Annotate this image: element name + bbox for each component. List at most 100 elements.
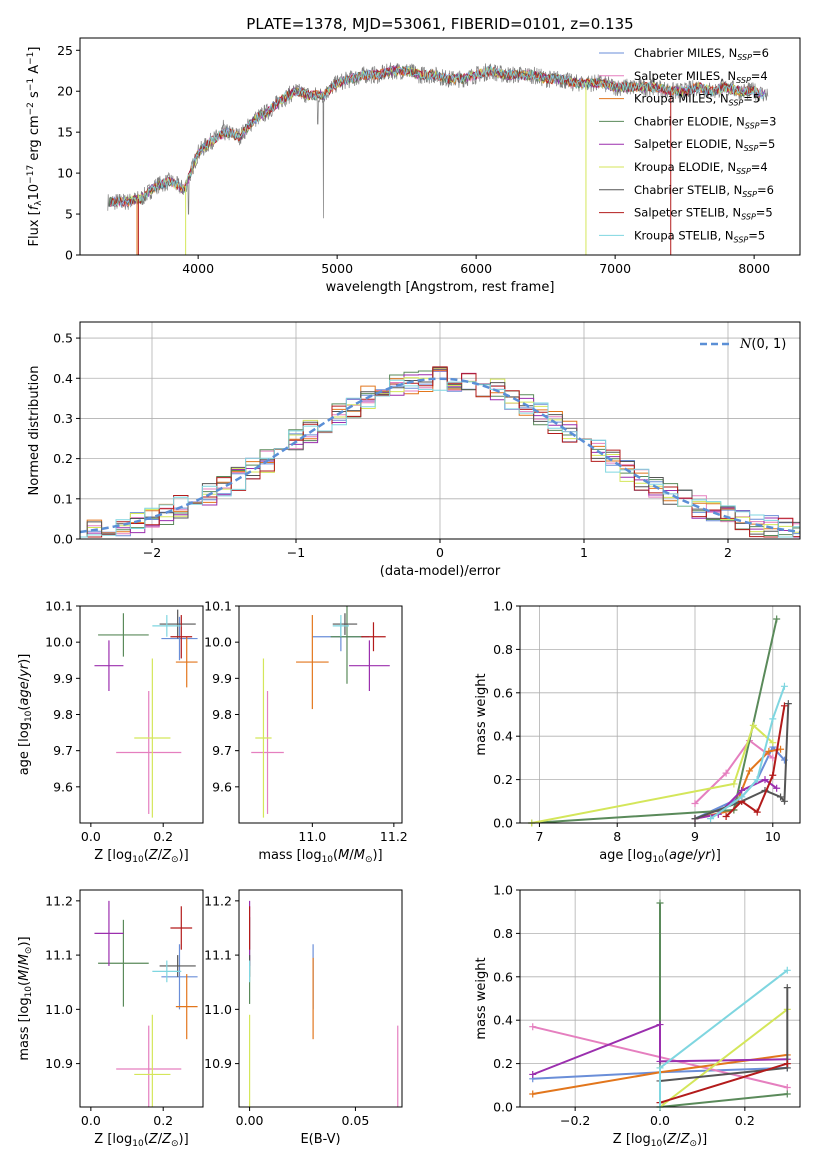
y-tick-label: 9.9 (212, 671, 232, 686)
weight-vs-age-marker (773, 784, 781, 792)
age-vs-Z-axes: 0.0 0.2 9.6 9.7 9.8 9.9 10.0 10.1 (45, 599, 173, 845)
weight-vs-age-marker (738, 786, 746, 794)
y-tick-label: 10.0 (45, 635, 73, 650)
y-tick-label: 9.9 (53, 671, 73, 686)
weight-vs-age-marker (761, 776, 769, 784)
weight-vs-Z-frame (519, 889, 801, 1108)
weight-vs-Z-series-4 (532, 1023, 788, 1076)
weight-vs-age-marker (753, 776, 761, 784)
mass-vs-Z-point-0 (161, 944, 198, 1010)
weight-vs-age-ylabel: mass weight (474, 673, 489, 755)
age-vs-Z-frame (79, 605, 204, 824)
y-tick-label: 11.2 (45, 893, 73, 908)
spectrum-title: PLATE=1378, MJD=53061, FIBERID=0101, z=0… (246, 15, 633, 33)
mass-vs-Z-axes: 0.0 0.2 10.9 11.0 11.1 11.2 (45, 893, 173, 1128)
weight-vs-Z-marker (783, 1090, 791, 1098)
model-line-7 (110, 65, 760, 208)
weight-vs-Z-marker (656, 1057, 664, 1065)
y-tick-label: 11.2 (204, 893, 232, 908)
age-vs-Z-point-4 (94, 640, 124, 691)
age-vs-Z-ylabel: age [log10(age/yr)] (17, 654, 34, 776)
y-tick-label: 0.2 (493, 1056, 513, 1071)
legend-entry: Chabrier MILES, NSSP=6 (634, 46, 769, 62)
weight-vs-age-marker (765, 747, 773, 755)
model-line-8 (111, 65, 765, 208)
y-tick-label: 9.7 (53, 743, 73, 758)
age-vs-Z-point-6 (159, 609, 196, 639)
y-tick-label: 0.1 (53, 491, 73, 506)
x-tick-label: −0.2 (560, 1113, 590, 1128)
weight-vs-age-marker (749, 721, 757, 729)
mass-vs-Z-point-7 (170, 906, 193, 950)
weight-vs-Z-marker (783, 966, 791, 974)
legend-entry: Kroupa MILES, NSSP=5 (634, 92, 760, 108)
weight-vs-age-marker (780, 702, 788, 710)
x-tick-label: 8 (613, 829, 621, 844)
legend-entry: Kroupa STELIB, NSSP=5 (634, 228, 765, 244)
y-tick-label: 10.0 (204, 635, 232, 650)
age-vs-Z-point-7 (170, 615, 193, 659)
y-tick-label: 9.7 (212, 743, 232, 758)
weight-vs-Z-marker (529, 1070, 537, 1078)
y-tick-label: 0.2 (493, 772, 513, 787)
weight-vs-Z-marker (656, 1064, 664, 1072)
x-tick-label: 0 (436, 545, 444, 560)
age-vs-Z-point-5 (134, 658, 171, 818)
x-tick-label: −1 (287, 545, 305, 560)
x-tick-label: 7 (535, 829, 543, 844)
x-tick-label: 0.2 (735, 1113, 755, 1128)
y-tick-label: 15 (57, 125, 73, 140)
weight-vs-Z-series-6 (659, 987, 789, 1082)
y-tick-label: 5 (65, 207, 73, 222)
age-vs-Z-point-1 (116, 690, 182, 814)
residual-histogram-8 (80, 379, 800, 538)
age-vs-mass-point-7 (361, 622, 386, 652)
x-tick-label: 0.05 (342, 1113, 370, 1128)
y-tick-label: 0.3 (53, 411, 73, 426)
weight-vs-Z-series-3 (659, 903, 788, 1107)
x-tick-label: 0.00 (236, 1113, 264, 1128)
y-tick-label: 9.8 (53, 707, 73, 722)
weight-vs-Z-series-7 (659, 1062, 788, 1104)
weight-vs-age-marker (777, 793, 785, 801)
legend-entry: Chabrier STELIB, NSSP=6 (634, 183, 774, 199)
weight-vs-Z-series-8 (659, 969, 788, 1107)
x-tick-label: −2 (143, 545, 161, 560)
weight-vs-age-marker (780, 682, 788, 690)
x-tick-label: 11.0 (298, 829, 326, 844)
x-tick-label: 6000 (460, 261, 492, 276)
x-tick-label: 0.2 (153, 1113, 173, 1128)
legend-entry: N(0, 1) (739, 337, 786, 352)
weight-vs-age-marker (745, 767, 753, 775)
age-vs-Z-xlabel: Z [log10(Z/Z⊙)] (94, 848, 188, 865)
spectrum-ylabel: Flux [fλ10−17 erg cm−2 s−1 A−1] (26, 47, 44, 247)
x-tick-label: 10 (765, 829, 781, 844)
y-tick-label: 9.6 (212, 779, 232, 794)
y-tick-label: 10.1 (45, 599, 73, 614)
weight-vs-age-marker (707, 815, 715, 823)
y-tick-label: 11.1 (45, 948, 73, 963)
y-tick-label: 10.9 (204, 1056, 232, 1071)
weight-vs-age-marker (784, 700, 792, 708)
weight-vs-age-marker (691, 815, 699, 823)
legend-entry: Chabrier ELODIE, NSSP=3 (634, 114, 776, 130)
y-tick-label: 0.8 (493, 642, 513, 657)
spectrum-legend: Chabrier MILES, NSSP=6 Salpeter MILES, NS… (599, 46, 776, 244)
x-tick-label: 0.0 (650, 1113, 670, 1128)
weight-vs-age-marker (730, 780, 738, 788)
age-vs-mass-point-3 (330, 606, 364, 684)
model-line-5 (111, 66, 763, 208)
weight-vs-age-marker (769, 739, 777, 747)
weight-vs-age-marker (738, 793, 746, 801)
x-tick-label: 0.2 (153, 829, 173, 844)
x-tick-label: 5000 (321, 261, 353, 276)
residuals-xlabel: (data-model)/error (380, 564, 501, 579)
age-vs-mass-axes: 11.0 11.2 9.6 9.7 9.8 9.9 10.0 10.1 (204, 599, 408, 845)
gaussian-curve (80, 377, 800, 534)
weight-vs-Z-marker (656, 899, 664, 907)
weight-vs-Z-marker (529, 1090, 537, 1098)
spectrum-axes: 4000 5000 6000 7000 8000 0 5 10 15 20 25 (57, 43, 770, 276)
x-tick-label: 0.0 (81, 1113, 101, 1128)
y-tick-label: 0.5 (53, 331, 73, 346)
y-tick-label: 0.0 (493, 1100, 513, 1115)
